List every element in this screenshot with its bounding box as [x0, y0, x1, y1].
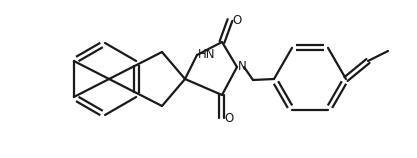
Text: HN: HN	[198, 49, 216, 61]
Text: N: N	[238, 61, 247, 73]
Text: O: O	[232, 13, 241, 27]
Text: O: O	[224, 112, 233, 125]
